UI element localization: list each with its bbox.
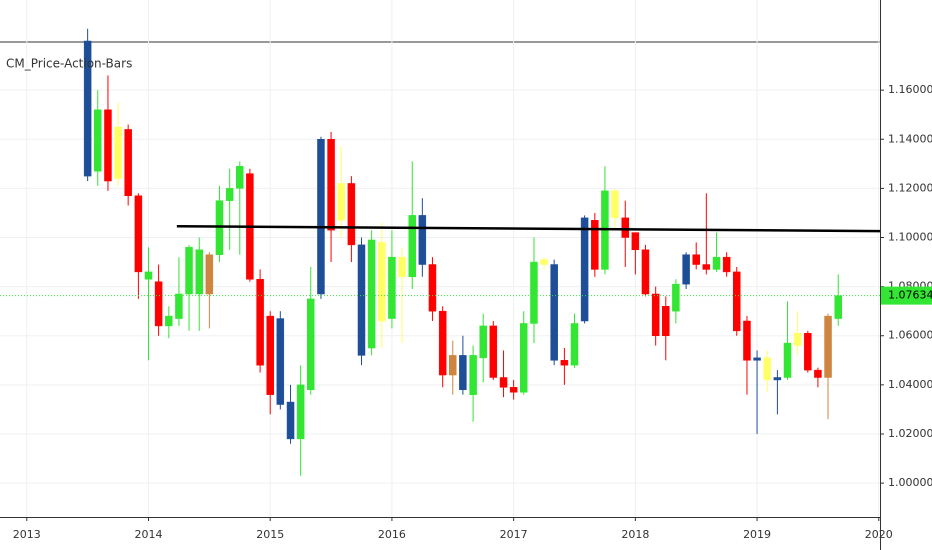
x-tick-label: 2015: [256, 528, 284, 541]
candle-body: [428, 264, 437, 312]
x-tick-label: 2020: [865, 528, 893, 541]
candle-body: [104, 109, 112, 182]
grid: [0, 0, 880, 517]
candle-body: [114, 126, 122, 179]
candle-body: [93, 109, 102, 172]
candle-body: [732, 271, 741, 332]
last-price-box: [881, 286, 932, 305]
candle-body: [225, 188, 234, 201]
candle-body: [479, 325, 487, 359]
candle-body: [134, 195, 143, 273]
candle-body: [378, 242, 386, 322]
y-tick-label: 1.10000: [888, 231, 932, 244]
candle-body: [722, 256, 731, 273]
candle-body: [408, 215, 416, 278]
candle-body: [611, 190, 619, 219]
y-tick-label: 1.02000: [888, 427, 932, 440]
candle-body: [185, 247, 193, 295]
candle-body: [124, 129, 132, 196]
candle-body: [337, 183, 345, 221]
candle-body: [256, 279, 264, 366]
candle-body: [357, 244, 366, 356]
trendline: [176, 224, 880, 233]
candle-body: [144, 271, 153, 280]
x-tick-label: 2016: [378, 528, 406, 541]
candle-body: [814, 369, 822, 378]
candle-body: [743, 320, 751, 361]
candle-body: [550, 264, 558, 361]
candle-body: [317, 139, 325, 295]
candle-body: [530, 261, 538, 324]
candle-body: [560, 360, 569, 366]
y-tick-label: 1.04000: [888, 378, 932, 391]
candle-body: [195, 249, 203, 295]
candle-body: [712, 256, 721, 270]
y-tick-label: 1.16000: [888, 83, 932, 96]
x-tick-label: 2013: [13, 528, 41, 541]
candle-body: [519, 323, 528, 393]
x-tick-label: 2014: [134, 528, 162, 541]
candle-body: [438, 310, 447, 376]
y-tick-label: 1.06000: [888, 329, 932, 342]
candle-body: [834, 295, 843, 319]
candle-body: [175, 293, 183, 319]
candle-body: [631, 232, 640, 251]
candle-body: [773, 377, 782, 381]
candle-body: [165, 315, 173, 327]
candle-body: [469, 355, 477, 395]
candle-body: [672, 283, 680, 312]
candle-body: [804, 333, 812, 371]
candle-body: [459, 355, 467, 391]
candle-body: [509, 387, 518, 393]
candle-body: [367, 239, 376, 349]
candle-body: [621, 217, 630, 238]
candle-body: [662, 306, 670, 336]
last-price-label: 1.07634: [888, 289, 932, 302]
candle-body: [418, 215, 427, 265]
x-tick-label: 2018: [621, 528, 649, 541]
candle-body: [793, 333, 802, 346]
candle-body: [327, 139, 335, 231]
candle-body: [702, 264, 711, 270]
candle-body: [763, 357, 771, 381]
candle-body: [306, 298, 315, 391]
candle-body: [236, 166, 244, 189]
candle-body: [641, 249, 650, 295]
x-tick-label: 2017: [500, 528, 528, 541]
y-tick-label: 1.12000: [888, 181, 932, 194]
candle-body: [266, 315, 274, 395]
indicator-title: CM_Price-Action-Bars: [6, 57, 132, 71]
candle-body: [682, 254, 690, 285]
candle-body: [824, 315, 832, 378]
candle-body: [580, 217, 589, 322]
y-tick-label: 1.00000: [888, 476, 932, 489]
candle-body: [276, 318, 285, 405]
candle-body: [783, 342, 792, 378]
y-tick-label: 1.14000: [888, 132, 932, 145]
candle-body: [154, 281, 163, 327]
candle-body: [651, 293, 660, 336]
candle-body: [286, 401, 295, 440]
candle-body: [692, 254, 700, 265]
plot: [0, 28, 880, 476]
x-tick-label: 2019: [743, 528, 771, 541]
candle-body: [205, 254, 214, 295]
candle-body: [388, 256, 396, 319]
candle-body: [499, 377, 508, 388]
candle-body: [591, 220, 599, 270]
candle-body: [296, 384, 305, 440]
candle-body: [753, 357, 761, 361]
candle-body: [347, 183, 356, 246]
candle-body: [570, 323, 579, 366]
candle-body: [449, 355, 457, 376]
candle-body: [398, 256, 406, 278]
candle-body: [540, 259, 548, 265]
candle-body: [83, 40, 92, 177]
candle-body: [489, 325, 498, 378]
